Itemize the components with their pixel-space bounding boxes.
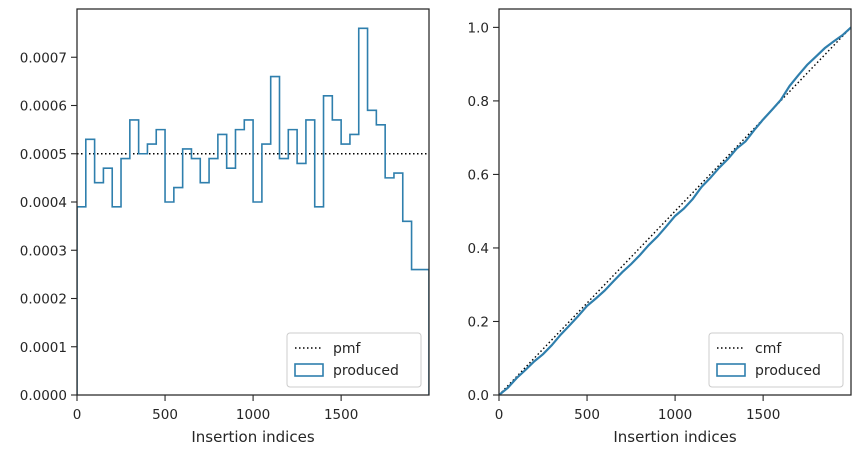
left-chart-xtick-label: 1500 — [324, 407, 358, 423]
right-chart-xtick-label: 1000 — [658, 407, 692, 423]
right-chart-ytick-label: 0.0 — [468, 388, 489, 404]
right-chart-xtick-label: 500 — [574, 407, 600, 423]
left-chart-xtick-label: 500 — [152, 407, 178, 423]
left-chart-ytick-label: 0.0003 — [20, 243, 67, 259]
right-chart-legend-box — [708, 332, 844, 388]
left-chart-xtick-label: 1000 — [236, 407, 270, 423]
right-chart-ytick-label: 0.2 — [468, 314, 489, 330]
right-chart-series-produced — [499, 26, 851, 395]
right-chart-legend-label: produced — [755, 363, 821, 379]
right-chart-ytick-label: 1.0 — [468, 20, 489, 36]
left-chart-frame — [76, 8, 430, 396]
right-chart-ytick-label: 0.6 — [468, 167, 489, 183]
right-chart-legend-swatch — [716, 363, 746, 377]
right-chart-frame — [498, 8, 852, 396]
right-chart-legend: cmf produced — [708, 332, 844, 388]
left-chart-legend-swatch — [294, 363, 324, 377]
left-chart-ytick-label: 0.0004 — [20, 195, 67, 211]
right-chart-xlabel: Insertion indices — [613, 428, 736, 446]
left-chart-ytick-label: 0.0002 — [20, 292, 67, 308]
left-chart-legend-label: produced — [333, 363, 399, 379]
right-chart-ytick-label: 0.8 — [468, 94, 489, 110]
left-chart-ytick-label: 0.0005 — [20, 147, 67, 163]
left-chart-legend-box — [286, 332, 422, 388]
right-chart-marks — [499, 26, 851, 395]
left-chart-legend: pmf produced — [286, 332, 422, 388]
left-chart-panel: 0 500 1000 1500 0.0000 0.0001 0.0002 0.0003 0.00… — [20, 8, 430, 446]
right-chart-ticks: 0 500 1000 1500 0.0 0.2 0.4 0.6 0.8 1.0 — [468, 20, 781, 423]
left-chart-ticks: 0 500 1000 1500 0.0000 0.0001 0.0002 0.0003 0.00… — [20, 50, 359, 423]
right-chart-ytick-label: 0.4 — [468, 241, 489, 257]
right-chart-xtick-label: 0 — [495, 407, 504, 423]
left-chart-ytick-label: 0.0007 — [20, 50, 67, 66]
left-chart-ytick-label: 0.0000 — [20, 388, 67, 404]
right-chart-legend-label: cmf — [755, 341, 782, 357]
right-chart-panel: 0 500 1000 1500 0.0 0.2 0.4 0.6 0.8 1.0 Insertion… — [468, 8, 852, 446]
left-chart-legend-label: pmf — [333, 341, 362, 357]
left-chart-xlabel: Insertion indices — [191, 428, 314, 446]
left-chart-marks — [77, 27, 429, 395]
right-chart-series-cmf — [499, 26, 851, 395]
left-chart-ytick-label: 0.0001 — [20, 340, 67, 356]
right-chart-xtick-label: 1500 — [746, 407, 780, 423]
left-chart-xtick-label: 0 — [73, 407, 82, 423]
left-chart-ytick-label: 0.0006 — [20, 99, 67, 115]
left-chart-series-produced — [77, 27, 429, 395]
